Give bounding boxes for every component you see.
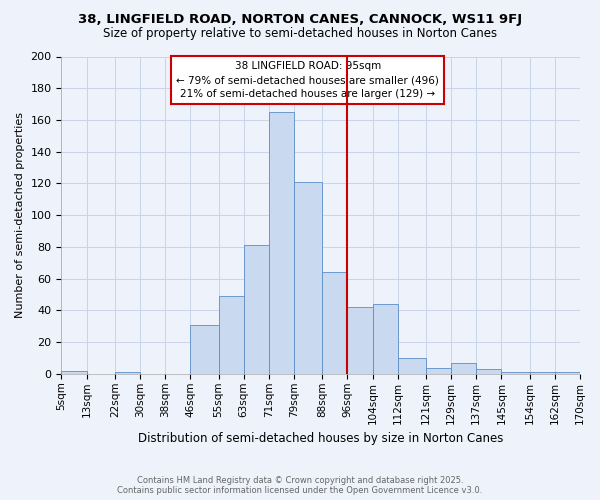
Text: 38, LINGFIELD ROAD, NORTON CANES, CANNOCK, WS11 9FJ: 38, LINGFIELD ROAD, NORTON CANES, CANNOC…: [78, 12, 522, 26]
Bar: [451, 363, 476, 374]
Bar: [322, 272, 347, 374]
Text: Contains HM Land Registry data © Crown copyright and database right 2025.
Contai: Contains HM Land Registry data © Crown c…: [118, 476, 482, 495]
Bar: [555, 372, 580, 374]
Bar: [294, 182, 322, 374]
Bar: [115, 372, 140, 374]
Bar: [398, 358, 426, 374]
X-axis label: Distribution of semi-detached houses by size in Norton Canes: Distribution of semi-detached houses by …: [138, 432, 503, 445]
Bar: [426, 368, 451, 374]
Bar: [269, 112, 294, 374]
Bar: [347, 307, 373, 374]
Bar: [373, 304, 398, 374]
Bar: [244, 246, 269, 374]
Bar: [218, 296, 244, 374]
Bar: [61, 370, 86, 374]
Text: Size of property relative to semi-detached houses in Norton Canes: Size of property relative to semi-detach…: [103, 28, 497, 40]
Bar: [476, 369, 502, 374]
Bar: [190, 324, 218, 374]
Bar: [530, 372, 555, 374]
Text: 38 LINGFIELD ROAD: 95sqm
← 79% of semi-detached houses are smaller (496)
21% of : 38 LINGFIELD ROAD: 95sqm ← 79% of semi-d…: [176, 62, 439, 100]
Y-axis label: Number of semi-detached properties: Number of semi-detached properties: [15, 112, 25, 318]
Bar: [502, 372, 530, 374]
